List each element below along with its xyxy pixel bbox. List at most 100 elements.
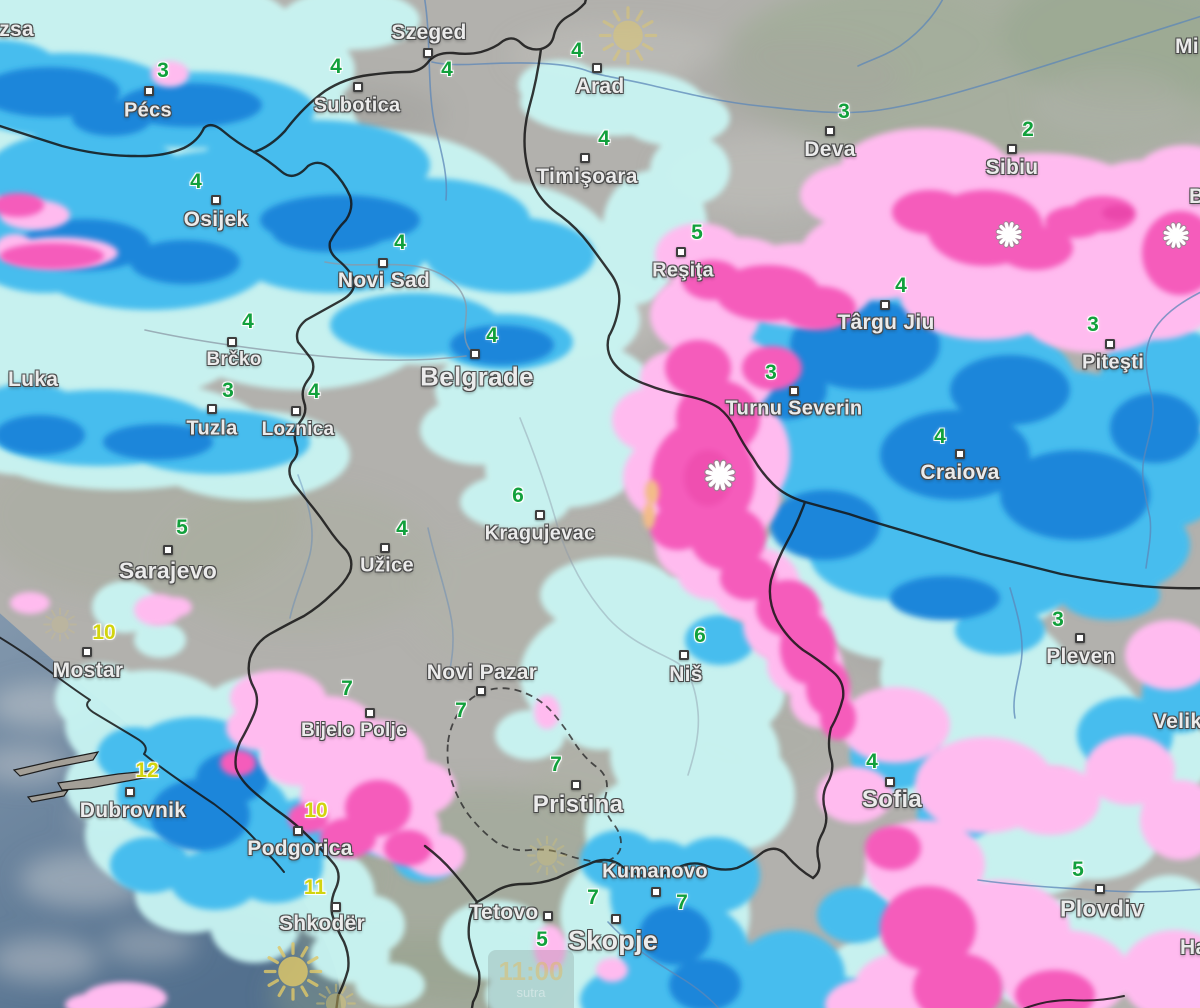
city-marker[interactable] (1007, 144, 1017, 154)
city-label[interactable]: Osijek (183, 208, 249, 231)
city-temperature: 3 (838, 100, 850, 123)
precip-mixed (643, 480, 659, 529)
city-label[interactable]: Skopje (567, 925, 659, 956)
city-label[interactable]: Novi Pazar (426, 661, 538, 684)
city-marker[interactable] (227, 337, 237, 347)
city-temperature: 3 (1087, 313, 1099, 336)
city-label[interactable]: Shkodër (278, 912, 366, 935)
city-label[interactable]: Arad (575, 75, 625, 98)
city-label[interactable]: Subotica (313, 94, 401, 117)
city-marker[interactable] (789, 386, 799, 396)
city-marker[interactable] (611, 914, 621, 924)
city-temperature: 4 (866, 750, 878, 773)
city-temperature: 4 (895, 274, 907, 297)
city-temperature: 4 (486, 324, 498, 347)
city-marker[interactable] (470, 349, 480, 359)
city-label[interactable]: Szeged (391, 21, 467, 44)
city-label[interactable]: Sibiu (985, 156, 1039, 179)
city-label[interactable]: Novi Sad (337, 269, 431, 292)
city-marker[interactable] (423, 48, 433, 58)
city-marker[interactable] (331, 902, 341, 912)
city-marker[interactable] (1105, 339, 1115, 349)
city-temperature: 7 (550, 753, 562, 776)
city-label[interactable]: Pécs (124, 99, 172, 122)
city-marker[interactable] (535, 510, 545, 520)
city-label[interactable]: Bijelo Polje (300, 720, 408, 741)
city-marker[interactable] (353, 82, 363, 92)
watermark-time: 11:00 (498, 956, 564, 986)
city-label[interactable]: Niš (669, 663, 703, 686)
city-marker[interactable] (380, 543, 390, 553)
city-label[interactable]: Turnu Severin (725, 397, 863, 420)
city-label[interactable]: Sofia (861, 786, 923, 813)
city-marker[interactable] (676, 247, 686, 257)
city-marker[interactable] (1095, 884, 1105, 894)
city-label[interactable]: Mostar (52, 659, 124, 682)
city-label[interactable]: Loznica (261, 419, 335, 440)
city-marker[interactable] (293, 826, 303, 836)
city-temperature: 4 (934, 425, 946, 448)
city-label-partial: B (1189, 185, 1200, 208)
city-marker[interactable] (365, 708, 375, 718)
city-label[interactable]: Tuzla (186, 417, 238, 440)
city-label[interactable]: Timişoara (536, 165, 638, 188)
city-label[interactable]: Tetovo (469, 901, 539, 924)
city-label[interactable]: Craiova (920, 461, 1000, 484)
city-marker[interactable] (651, 887, 661, 897)
city-temperature: 12 (135, 759, 159, 782)
city-temperature: 4 (330, 55, 342, 78)
city-temperature: 6 (694, 624, 706, 647)
city-marker[interactable] (144, 86, 154, 96)
city-marker[interactable] (885, 777, 895, 787)
city-label[interactable]: Podgorica (247, 837, 353, 860)
city-marker[interactable] (955, 449, 965, 459)
city-temperature: 4 (396, 517, 408, 540)
city-label[interactable]: Pleven (1046, 645, 1116, 668)
city-label[interactable]: Belgrade (420, 361, 534, 392)
city-temperature: 3 (765, 361, 777, 384)
city-temperature: 5 (691, 221, 703, 244)
city-marker[interactable] (476, 686, 486, 696)
city-marker[interactable] (679, 650, 689, 660)
city-label[interactable]: Reşiţa (652, 259, 714, 282)
city-marker[interactable] (207, 404, 217, 414)
city-temperature: 4 (598, 127, 610, 150)
city-temperature: 4 (441, 58, 453, 81)
city-label[interactable]: Deva (804, 138, 856, 161)
city-temperature: 4 (571, 39, 583, 62)
city-label[interactable]: Dubrovnik (79, 799, 187, 822)
city-temperature: 10 (304, 799, 328, 822)
city-marker[interactable] (82, 647, 92, 657)
city-temperature: 7 (455, 699, 467, 722)
city-label[interactable]: Užice (360, 554, 414, 577)
city-label-partial: Velik (1153, 710, 1200, 733)
city-label[interactable]: Pristina (532, 791, 624, 818)
city-label[interactable]: Kragujevac (484, 522, 596, 545)
city-marker[interactable] (163, 545, 173, 555)
city-marker[interactable] (125, 787, 135, 797)
city-marker[interactable] (543, 911, 553, 921)
city-temperature: 7 (341, 677, 353, 700)
city-label[interactable]: Kumanovo (602, 860, 708, 883)
city-marker[interactable] (378, 258, 388, 268)
city-marker[interactable] (825, 126, 835, 136)
city-temperature: 4 (308, 380, 320, 403)
city-marker[interactable] (580, 153, 590, 163)
city-marker[interactable] (571, 780, 581, 790)
city-label[interactable]: Târgu Jiu (837, 311, 935, 334)
city-label[interactable]: Sarajevo (118, 557, 218, 584)
city-label[interactable]: Plovdiv (1060, 895, 1144, 922)
city-label[interactable]: Brčko (206, 349, 262, 370)
city-label-partial: Ha (1180, 936, 1200, 959)
city-marker[interactable] (211, 195, 221, 205)
city-label-partial: zsa (0, 18, 34, 41)
city-marker[interactable] (1075, 633, 1085, 643)
city-marker[interactable] (592, 63, 602, 73)
city-temperature: 5 (176, 516, 188, 539)
city-marker[interactable] (291, 406, 301, 416)
city-label[interactable]: Piteşti (1081, 351, 1145, 374)
city-temperature: 6 (512, 484, 524, 507)
city-marker[interactable] (880, 300, 890, 310)
